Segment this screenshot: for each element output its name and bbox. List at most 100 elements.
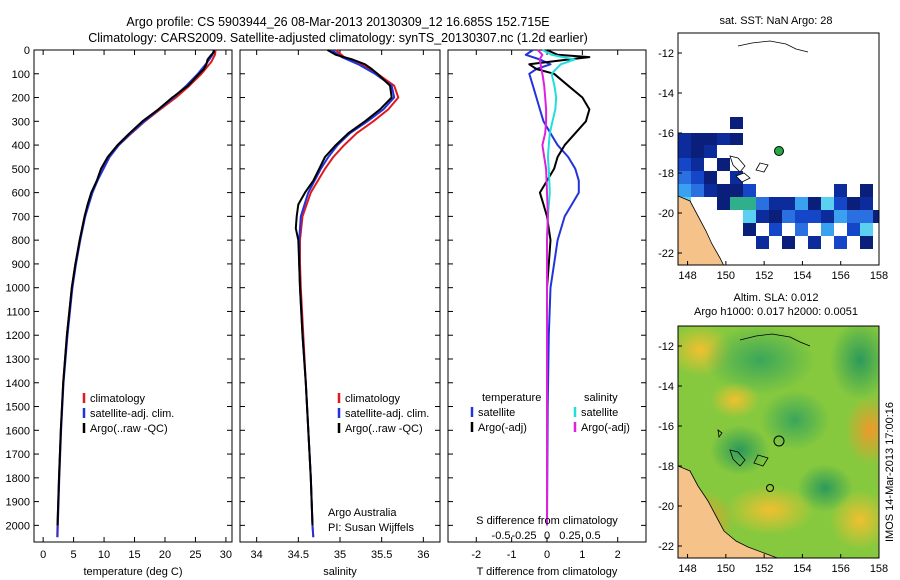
ytick-label: 1600	[6, 425, 30, 437]
sst-cell	[691, 184, 704, 197]
difference-xlabel-t: T difference from climatology	[477, 566, 618, 578]
sst-cell	[782, 210, 795, 223]
sst-cell	[821, 223, 834, 236]
xtick-label: 0	[40, 549, 46, 561]
sst-cell	[847, 210, 860, 223]
sst-cell	[756, 210, 769, 223]
sst-cell	[678, 133, 691, 145]
sst-cell	[717, 133, 730, 145]
legend-label: satellite	[581, 407, 618, 419]
sst-cell	[834, 236, 847, 249]
sst-cell	[808, 197, 821, 210]
sst-cell	[860, 236, 873, 249]
map-ytick-label: -14	[658, 381, 674, 393]
sst-cell	[795, 223, 808, 236]
xtick-label: 34.5	[288, 549, 309, 561]
sst-map-field	[678, 33, 879, 265]
map-ytick-label: -22	[658, 248, 674, 260]
sst-cell	[769, 210, 782, 223]
sla-map-frame	[677, 325, 880, 559]
sst-cell	[782, 197, 795, 210]
sst-cell	[834, 197, 847, 210]
sst-cell	[691, 133, 704, 145]
sst-cell	[743, 210, 756, 223]
sst-cell	[860, 223, 873, 236]
map-ytick-label: -12	[658, 48, 674, 60]
ytick-label: 800	[12, 235, 30, 247]
sst-cell	[860, 197, 873, 210]
salinity-axes	[239, 49, 441, 543]
xtick-label: -1	[507, 549, 517, 561]
series-line-2	[56, 49, 216, 526]
sla-map-title: Altim. SLA: 0.012	[734, 292, 819, 304]
map-ytick-label: -20	[658, 501, 674, 513]
salinity-xlabel: salinity	[323, 566, 357, 578]
sst-land-australia	[678, 195, 724, 265]
figure-title-line2: Climatology: CARS2009. Satellite-adjuste…	[88, 31, 588, 45]
xtick-label: 36	[417, 549, 429, 561]
sst-cell	[834, 210, 847, 223]
ytick-label: 2000	[6, 520, 30, 532]
series-line-0	[299, 49, 400, 538]
xtick-label: 35.5	[371, 549, 392, 561]
sst-cell	[691, 145, 704, 158]
map-ytick-label: -20	[658, 208, 674, 220]
map-xtick-label: 156	[832, 270, 850, 282]
xtick-label: 10	[98, 549, 110, 561]
ytick-label: 500	[12, 164, 30, 176]
legend-label: climatology	[90, 393, 146, 405]
sst-cell	[704, 133, 717, 145]
map-xtick-label: 152	[755, 270, 773, 282]
sst-cell	[756, 197, 769, 210]
sst-cell	[782, 236, 795, 249]
ytick-label: 0	[24, 45, 30, 57]
legend-header-salinity: salinity	[584, 392, 618, 404]
xtick-label: 35	[334, 549, 346, 561]
map-xtick-label: 154	[793, 270, 811, 282]
map-xtick-label: 150	[717, 563, 735, 575]
series-line-3	[537, 49, 549, 526]
sla-small-ring	[766, 484, 774, 492]
sst-cell	[691, 158, 704, 171]
legend-label: Argo(-adj)	[581, 422, 630, 434]
ytick-label: 1100	[6, 306, 30, 318]
xtick-label: 2	[615, 549, 621, 561]
sst-cell	[717, 158, 730, 171]
sla-map-axes: 148 150 152 154 156 158 -12 -14 -16 -18 -20 -22	[658, 341, 888, 575]
map-xtick-label: 154	[793, 563, 811, 575]
sst-cell	[717, 184, 730, 197]
map-ytick-label: -16	[658, 421, 674, 433]
sst-coast-north	[737, 40, 809, 53]
sst-cell	[730, 184, 743, 197]
series-line-1	[56, 49, 215, 538]
ytick-label: 1800	[6, 473, 30, 485]
ytick-label: 700	[12, 211, 30, 223]
sla-land-australia	[678, 465, 779, 558]
sst-cell	[821, 197, 834, 210]
sst-cell	[678, 158, 691, 171]
ytick-label: 1500	[6, 402, 30, 414]
xtick-label: 15	[128, 549, 140, 561]
map-xtick-label: 152	[755, 563, 773, 575]
figure-title-line1: Argo profile: CS 5903944_26 08-Mar-2013 …	[126, 15, 549, 29]
sst-cell	[795, 210, 808, 223]
sst-cell	[730, 133, 743, 145]
sst-cell	[743, 184, 756, 197]
sst-cell	[730, 197, 743, 210]
xtick-label: 0	[544, 549, 550, 561]
legend-label: Argo(-adj)	[478, 422, 527, 434]
legend-label: Argo(..raw -QC)	[345, 423, 423, 435]
sst-cell	[821, 210, 834, 223]
sst-cell	[704, 171, 717, 184]
map-ytick-label: -14	[658, 88, 674, 100]
map-ytick-label: -22	[658, 541, 674, 553]
ytick-label: 1000	[6, 283, 30, 295]
ytick-label: 900	[12, 259, 30, 271]
sst-cell	[769, 197, 782, 210]
ytick-label: 1700	[6, 449, 30, 461]
ytick-label: 300	[12, 116, 30, 128]
sst-cell	[847, 197, 860, 210]
sla-map-subtitle: Argo h1000: 0.017 h2000: 0.0051	[694, 306, 858, 318]
legend-label: climatology	[345, 393, 401, 405]
